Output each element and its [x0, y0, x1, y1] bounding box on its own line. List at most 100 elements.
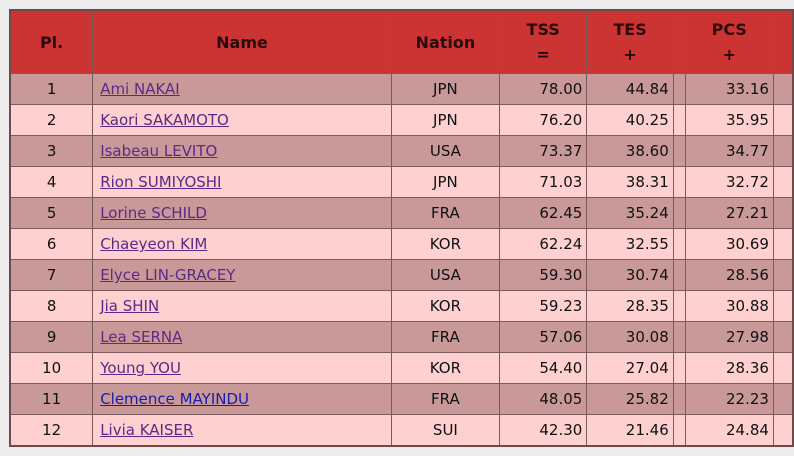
tes-cell: 35.24 [586, 197, 674, 229]
skater-link[interactable]: Lorine SCHILD [100, 204, 207, 222]
next-cell [772, 352, 794, 384]
spacer-cell [672, 321, 686, 353]
tss-cell: 78.00 [498, 73, 588, 105]
skater-link[interactable]: Rion SUMIYOSHI [100, 173, 222, 191]
skater-link[interactable]: Livia KAISER [100, 421, 194, 439]
tss-cell: 59.23 [498, 290, 588, 322]
tss-cell: 57.06 [498, 321, 588, 353]
spacer-cell [672, 414, 686, 447]
tes-cell: 44.84 [586, 73, 674, 105]
table-row: 4 Rion SUMIYOSHI JPN 71.03 38.31 32.72 [9, 166, 794, 198]
name-cell: Jia SHIN [92, 290, 392, 322]
table-row: 10 Young YOU KOR 54.40 27.04 28.36 [9, 352, 794, 384]
pcs-cell: 33.16 [684, 73, 774, 105]
tes-cell: 30.74 [586, 259, 674, 291]
pcs-cell: 32.72 [684, 166, 774, 198]
pcs-cell: 28.56 [684, 259, 774, 291]
spacer-cell [672, 197, 686, 229]
next-cell [772, 383, 794, 415]
header-nation: Nation [390, 9, 500, 74]
pcs-cell: 30.69 [684, 228, 774, 260]
spacer-cell [672, 104, 686, 136]
table-row: 3 Isabeau LEVITO USA 73.37 38.60 34.77 [9, 135, 794, 167]
skater-link[interactable]: Chaeyeon KIM [100, 235, 208, 253]
name-cell: Clemence MAYINDU [92, 383, 392, 415]
place-cell: 8 [9, 290, 94, 322]
table-row: 7 Elyce LIN-GRACEY USA 59.30 30.74 28.56 [9, 259, 794, 291]
header-tes-op: + [623, 45, 637, 64]
name-cell: Isabeau LEVITO [92, 135, 392, 167]
tss-cell: 73.37 [498, 135, 588, 167]
tes-cell: 27.04 [586, 352, 674, 384]
place-cell: 4 [9, 166, 94, 198]
table-row: 9 Lea SERNA FRA 57.06 30.08 27.98 [9, 321, 794, 353]
place-cell: 6 [9, 228, 94, 260]
next-cell [772, 414, 794, 447]
table-row: 6 Chaeyeon KIM KOR 62.24 32.55 30.69 [9, 228, 794, 260]
next-cell [772, 290, 794, 322]
skater-link[interactable]: Ami NAKAI [100, 80, 180, 98]
nation-cell: JPN [390, 166, 500, 198]
tss-cell: 62.24 [498, 228, 588, 260]
skater-link[interactable]: Jia SHIN [100, 297, 160, 315]
table-row: 5 Lorine SCHILD FRA 62.45 35.24 27.21 [9, 197, 794, 229]
header-place: Pl. [9, 9, 94, 74]
table-row: 2 Kaori SAKAMOTO JPN 76.20 40.25 35.95 [9, 104, 794, 136]
next-cell [772, 228, 794, 260]
tes-cell: 30.08 [586, 321, 674, 353]
nation-cell: FRA [390, 383, 500, 415]
next-cell [772, 73, 794, 105]
skater-link[interactable]: Young YOU [100, 359, 181, 377]
pcs-cell: 27.21 [684, 197, 774, 229]
spacer-cell [672, 259, 686, 291]
next-cell [772, 166, 794, 198]
header-tss-label: TSS [526, 20, 560, 39]
tss-cell: 54.40 [498, 352, 588, 384]
pcs-cell: 28.36 [684, 352, 774, 384]
skater-link[interactable]: Lea SERNA [100, 328, 183, 346]
header-pcs-label: PCS [711, 20, 747, 39]
header-next [772, 9, 794, 74]
tes-cell: 38.31 [586, 166, 674, 198]
place-cell: 3 [9, 135, 94, 167]
name-cell: Lorine SCHILD [92, 197, 392, 229]
skater-link[interactable]: Isabeau LEVITO [100, 142, 218, 160]
name-cell: Lea SERNA [92, 321, 392, 353]
nation-cell: JPN [390, 104, 500, 136]
tss-cell: 76.20 [498, 104, 588, 136]
pcs-cell: 30.88 [684, 290, 774, 322]
name-cell: Ami NAKAI [92, 73, 392, 105]
spacer-cell [672, 166, 686, 198]
nation-cell: FRA [390, 321, 500, 353]
pcs-cell: 34.77 [684, 135, 774, 167]
spacer-cell [672, 135, 686, 167]
name-cell: Livia KAISER [92, 414, 392, 447]
next-cell [772, 104, 794, 136]
place-cell: 1 [9, 73, 94, 105]
header-pcs-op: + [722, 45, 736, 64]
header-tss: TSS = [498, 9, 588, 74]
skater-link[interactable]: Clemence MAYINDU [100, 390, 250, 408]
skater-link[interactable]: Elyce LIN-GRACEY [100, 266, 236, 284]
tes-cell: 25.82 [586, 383, 674, 415]
name-cell: Young YOU [92, 352, 392, 384]
table-row: 8 Jia SHIN KOR 59.23 28.35 30.88 [9, 290, 794, 322]
spacer-cell [672, 73, 686, 105]
place-cell: 10 [9, 352, 94, 384]
place-cell: 12 [9, 414, 94, 447]
next-cell [772, 259, 794, 291]
name-cell: Rion SUMIYOSHI [92, 166, 392, 198]
nation-cell: USA [390, 135, 500, 167]
spacer-cell [672, 383, 686, 415]
nation-cell: KOR [390, 228, 500, 260]
pcs-cell: 22.23 [684, 383, 774, 415]
name-cell: Chaeyeon KIM [92, 228, 392, 260]
skater-link[interactable]: Kaori SAKAMOTO [100, 111, 229, 129]
table-row: 12 Livia KAISER SUI 42.30 21.46 24.84 [9, 414, 794, 447]
nation-cell: USA [390, 259, 500, 291]
header-row: Pl. Name Nation TSS = TES + PCS + [9, 9, 794, 74]
tes-cell: 40.25 [586, 104, 674, 136]
place-cell: 11 [9, 383, 94, 415]
tss-cell: 59.30 [498, 259, 588, 291]
pcs-cell: 35.95 [684, 104, 774, 136]
